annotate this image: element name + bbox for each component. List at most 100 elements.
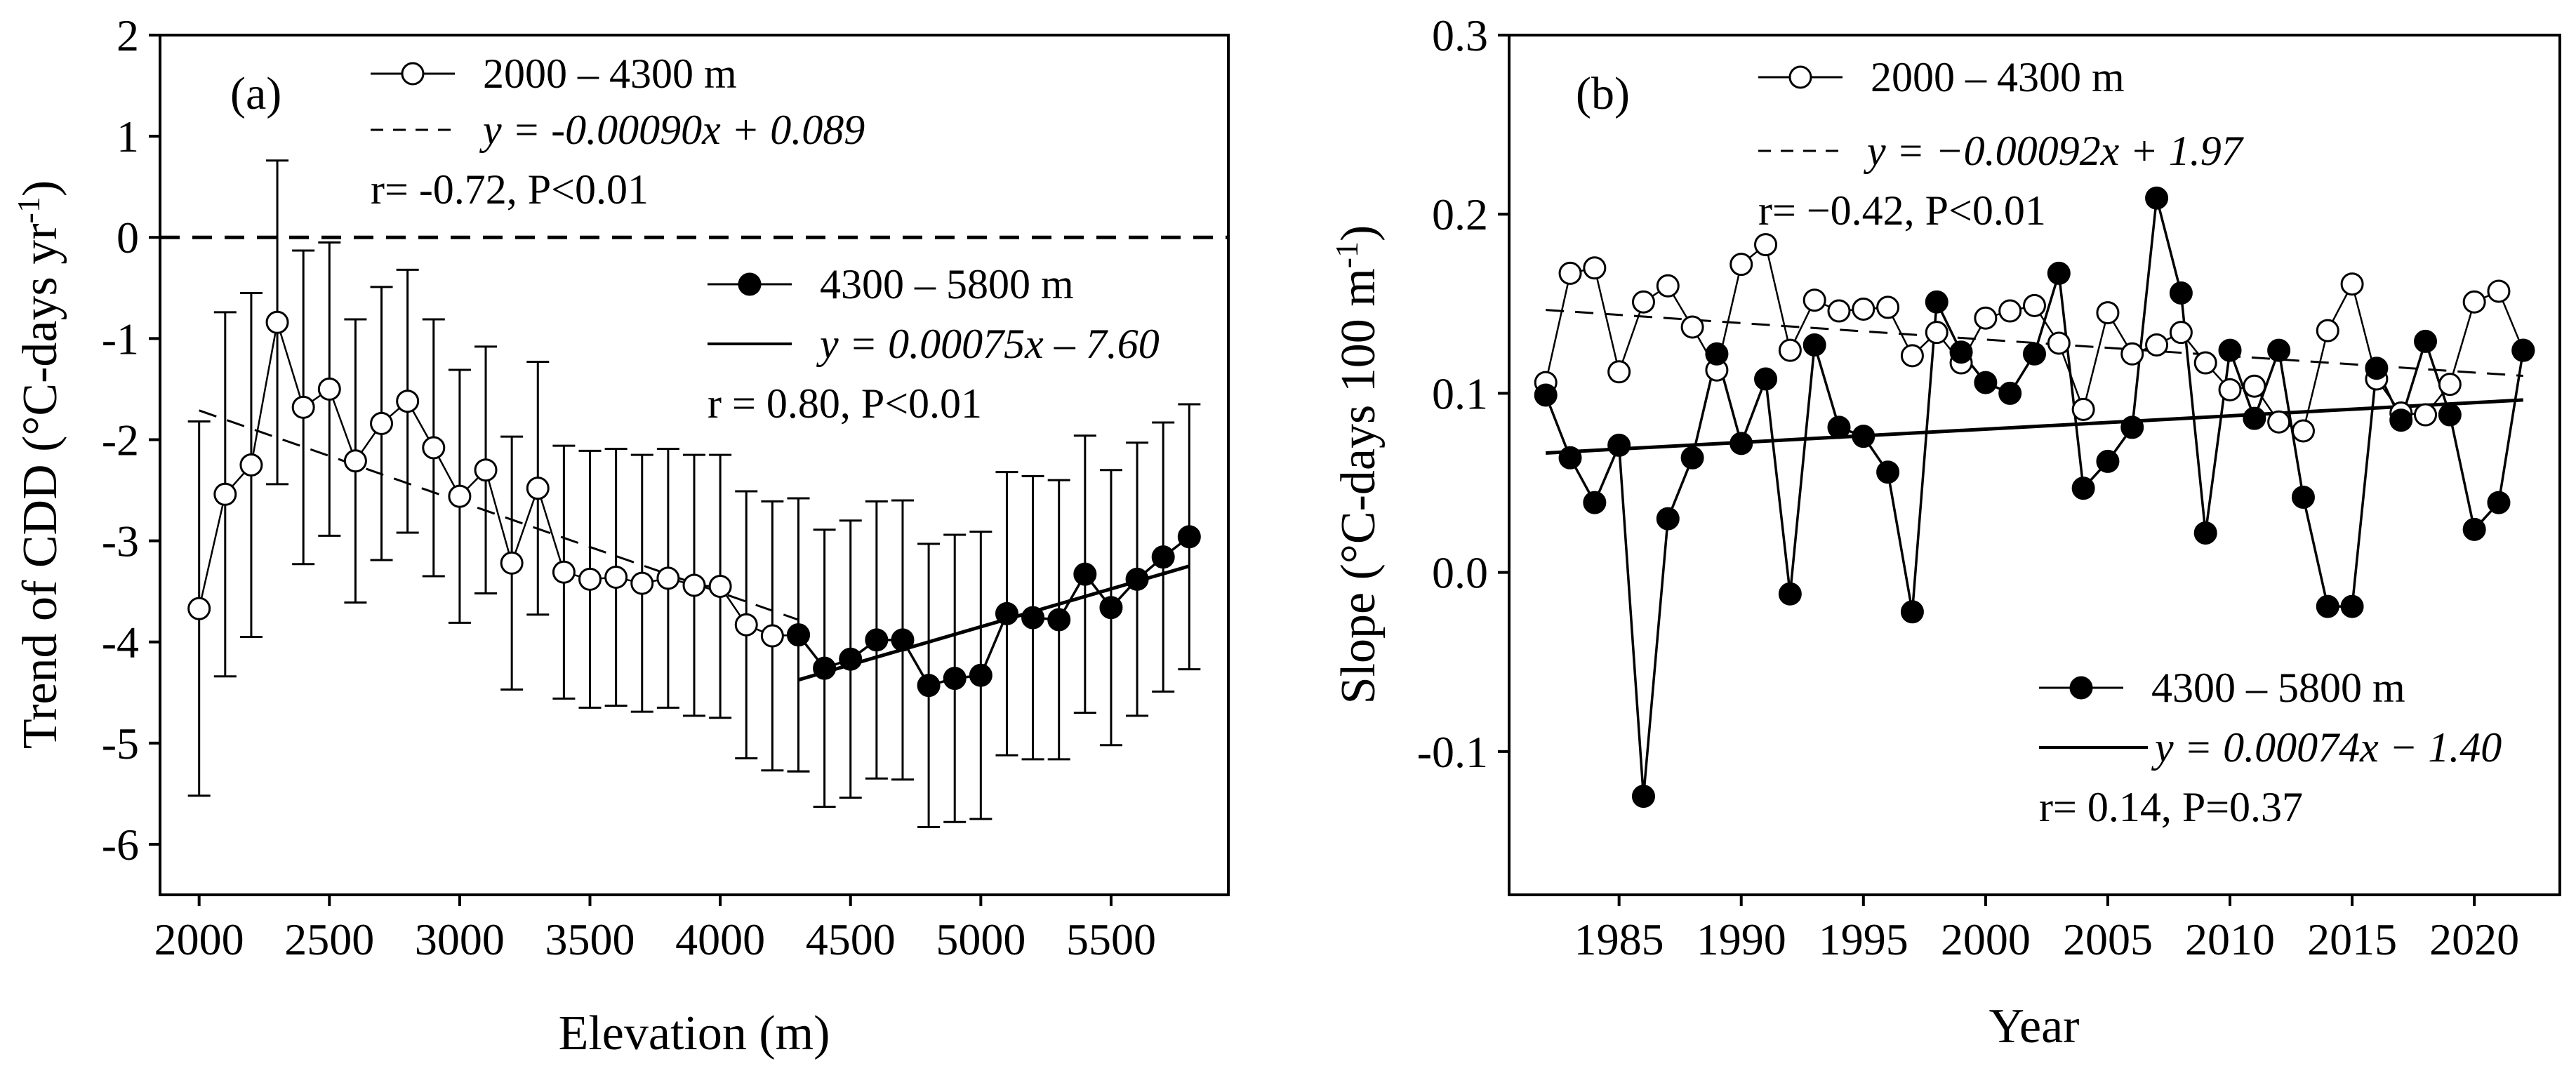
- data-point-series-2: [2291, 485, 2315, 509]
- data-point-series-1: [604, 565, 628, 589]
- x-tick-label: 1990: [1697, 914, 1786, 964]
- panel-b-frame: [1508, 34, 2561, 896]
- data-point-series-2: [1047, 608, 1071, 632]
- data-point-series-2: [2267, 338, 2291, 362]
- data-point-series-2: [2340, 594, 2364, 618]
- legend-b-series1-marker: [1788, 65, 1812, 89]
- x-tick-label: 2020: [2429, 914, 2519, 964]
- y-tick-label: -5: [102, 719, 139, 768]
- panel-b-label: (b): [1576, 68, 1630, 119]
- panel-b-y-axis-label: Slope (°C-days 100 m-1): [1329, 225, 1386, 705]
- series-line-2: [797, 535, 1190, 687]
- data-point-series-2: [1925, 290, 1948, 314]
- data-point-series-1: [474, 458, 498, 482]
- panel-a-y-axis-label: Trend of CDD (°C-days yr-1): [11, 180, 67, 749]
- data-point-series-1: [265, 310, 289, 334]
- x-tick-label: 2005: [2063, 914, 2153, 964]
- data-point-series-2: [1852, 425, 1875, 448]
- x-tick-label: 1985: [1574, 914, 1664, 964]
- legend-a-series1-stats: r= -0.72, P<0.01: [371, 166, 649, 213]
- y-tick-label: -3: [102, 517, 139, 566]
- data-point-series-1: [2267, 410, 2291, 434]
- data-point-series-1: [2023, 293, 2046, 317]
- data-point-series-1: [1925, 321, 1948, 345]
- legend-b-series2-fit-label: y = 0.00074x − 1.40: [2151, 724, 2502, 771]
- x-tick-label: 4500: [806, 914, 896, 964]
- fit-line-series-1: [199, 409, 799, 621]
- x-tick-label: 4000: [675, 914, 765, 964]
- legend-a-series2-stats: r = 0.80, P<0.01: [708, 380, 982, 427]
- panel-b-y-axis-label-end: ): [1332, 225, 1386, 241]
- data-point-series-1: [1802, 288, 1826, 312]
- data-point-series-2: [1705, 342, 1729, 366]
- data-point-series-1: [187, 597, 211, 620]
- data-point-series-1: [1827, 299, 1851, 323]
- data-point-series-2: [1900, 600, 1924, 624]
- panel-a-frame: [159, 34, 1230, 896]
- legend-a-series1-marker: [401, 62, 425, 86]
- data-point-series-1: [2071, 397, 2095, 421]
- data-point-series-2: [891, 628, 915, 652]
- data-point-series-1: [317, 377, 341, 401]
- data-point-series-2: [1607, 433, 1631, 457]
- data-point-series-2: [943, 667, 967, 691]
- data-point-series-1: [1876, 295, 1900, 319]
- panel-a-y-axis-label-end: ): [13, 180, 67, 197]
- data-point-series-1: [2340, 272, 2364, 296]
- data-point-series-2: [2169, 281, 2193, 305]
- data-point-series-1: [2145, 333, 2169, 357]
- legend-b-series1-fit-label: y = −0.00092x + 1.97: [1863, 128, 2245, 174]
- fit-line-series-2: [1546, 398, 2523, 455]
- data-point-series-1: [2096, 301, 2120, 325]
- panel-b-y-axis-label-sup: -1: [1329, 241, 1365, 268]
- data-point-series-1: [396, 390, 420, 413]
- y-tick-label: -2: [102, 415, 139, 465]
- data-point-series-2: [969, 663, 992, 687]
- data-point-series-2: [1778, 582, 1802, 606]
- data-point-series-1: [1900, 344, 1924, 368]
- x-tick-label: 3500: [545, 914, 635, 964]
- data-point-series-1: [1998, 299, 2022, 323]
- data-point-series-2: [1802, 333, 1826, 357]
- data-point-series-1: [448, 484, 472, 508]
- y-tick-label: 2: [117, 11, 139, 60]
- data-point-series-1: [239, 453, 263, 477]
- data-point-series-1: [682, 573, 706, 597]
- legend-a-series2-label: 4300 – 5800 m: [820, 261, 1074, 307]
- data-point-series-2: [2438, 403, 2462, 427]
- x-tick-label: 5500: [1066, 914, 1156, 964]
- panel-a-x-axis-label: Elevation (m): [559, 1006, 830, 1060]
- data-point-series-2: [1534, 383, 1558, 407]
- x-tick-label: 2000: [1941, 914, 2031, 964]
- x-tick-label: 2015: [2307, 914, 2397, 964]
- y-tick-label: 0: [117, 213, 139, 262]
- data-point-series-2: [1073, 562, 1097, 586]
- data-point-series-1: [1729, 253, 1753, 277]
- y-tick-label: 0.3: [1432, 11, 1488, 60]
- data-point-series-1: [1852, 297, 1875, 321]
- data-point-series-1: [1754, 233, 1778, 257]
- data-point-series-2: [2218, 338, 2242, 362]
- legend-b-series2-marker: [2069, 676, 2093, 700]
- data-point-series-1: [1558, 261, 1582, 285]
- data-point-series-2: [813, 656, 837, 680]
- data-point-series-2: [2462, 517, 2486, 541]
- legend-b-series1-label: 2000 – 4300 m: [1871, 54, 2125, 100]
- data-point-series-2: [1558, 446, 1582, 470]
- data-point-series-2: [2120, 415, 2144, 439]
- data-point-series-1: [291, 395, 315, 419]
- panel-a-label: (a): [230, 68, 281, 119]
- data-point-series-1: [1607, 360, 1631, 384]
- data-point-series-1: [370, 411, 394, 435]
- data-point-series-1: [630, 571, 654, 595]
- data-point-series-1: [2487, 279, 2511, 303]
- fit-line-series-2: [797, 564, 1190, 682]
- legend-a-series2-marker: [738, 272, 762, 296]
- data-point-series-1: [2462, 290, 2486, 314]
- data-point-series-2: [1729, 432, 1753, 455]
- data-point-series-1: [2291, 419, 2315, 443]
- data-point-series-2: [865, 628, 889, 652]
- panel-b-x-axis-label: Year: [1989, 999, 2080, 1053]
- data-point-series-1: [1974, 306, 1998, 330]
- data-point-series-2: [1021, 606, 1045, 630]
